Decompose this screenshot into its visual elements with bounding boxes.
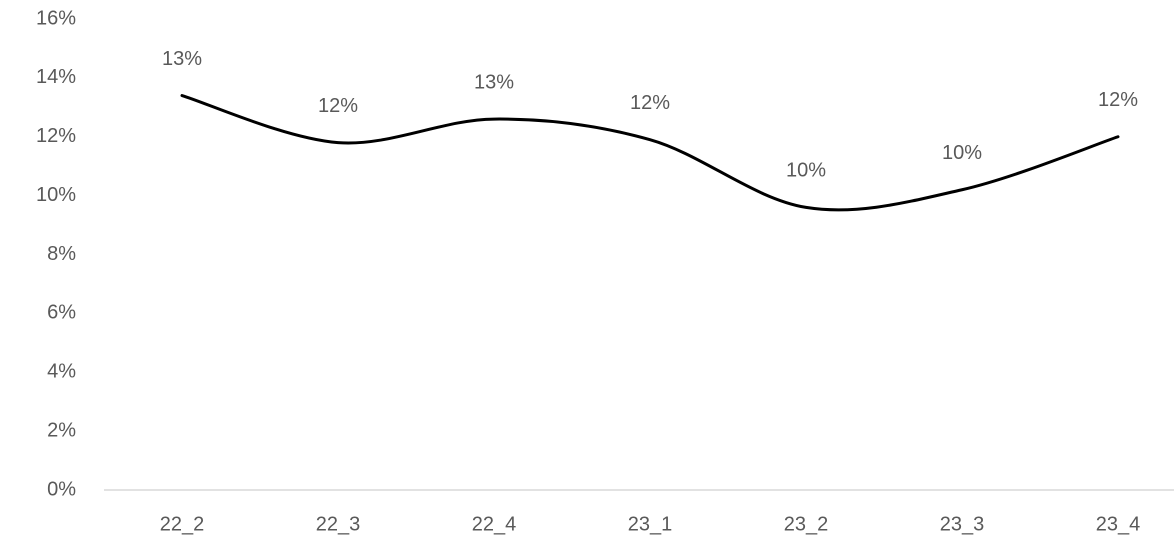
data-label: 13% <box>474 71 514 93</box>
line <box>180 94 1120 212</box>
x-tick-label: 22_2 <box>160 513 205 535</box>
data-label: 12% <box>318 95 358 117</box>
y-tick-label: 4% <box>47 361 76 383</box>
y-tick-label: 0% <box>47 478 76 500</box>
x-tick-label: 23_2 <box>784 513 829 535</box>
x-tick-label: 23_4 <box>1096 513 1141 535</box>
x-tick-label: 23_1 <box>628 513 673 535</box>
data-label: 10% <box>942 142 982 164</box>
y-tick-label: 6% <box>47 302 76 324</box>
data-label: 12% <box>630 92 670 114</box>
data-label: 13% <box>162 48 202 70</box>
y-tick-label: 12% <box>36 125 76 147</box>
data-label: 10% <box>786 160 826 182</box>
y-tick-label: 10% <box>36 184 76 206</box>
x-tick-label: 22_3 <box>316 513 361 535</box>
data-label: 12% <box>1098 89 1138 111</box>
x-tick-label: 23_3 <box>940 513 985 535</box>
y-tick-label: 8% <box>47 243 76 265</box>
y-tick-label: 16% <box>36 7 76 29</box>
y-tick-label: 14% <box>36 66 76 88</box>
x-tick-label: 22_4 <box>472 513 517 535</box>
y-tick-label: 2% <box>47 419 76 441</box>
